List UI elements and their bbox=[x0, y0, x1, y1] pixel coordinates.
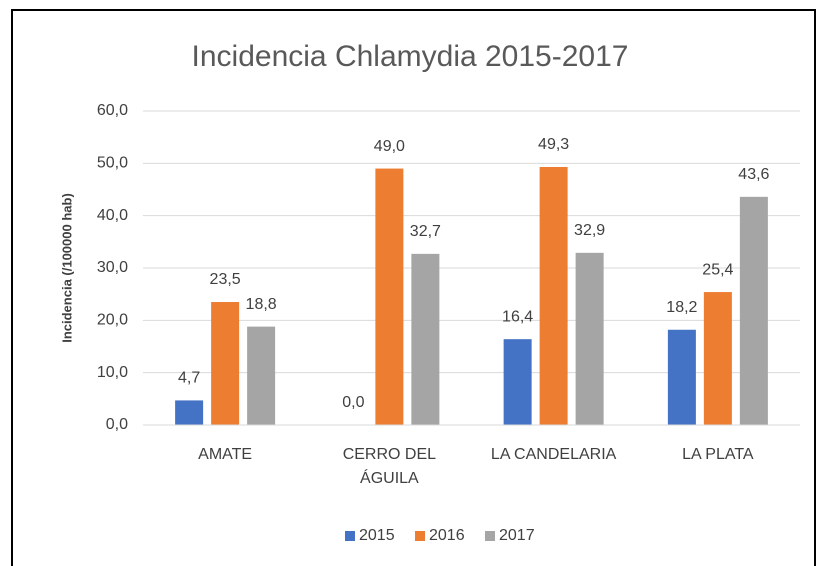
bar bbox=[375, 168, 404, 426]
data-label: 16,4 bbox=[502, 308, 533, 325]
bar bbox=[667, 329, 696, 425]
data-label: 18,8 bbox=[246, 296, 277, 313]
y-tick-label: 60,0 bbox=[97, 102, 128, 119]
legend-label: 2016 bbox=[429, 527, 465, 544]
data-label: 43,6 bbox=[738, 166, 769, 183]
bar bbox=[211, 302, 240, 425]
bar bbox=[539, 166, 568, 425]
y-tick-label: 10,0 bbox=[97, 364, 128, 381]
bar bbox=[739, 196, 768, 425]
bar bbox=[175, 400, 204, 425]
bar bbox=[247, 326, 276, 425]
x-tick-label: LA PLATA bbox=[682, 446, 754, 463]
chart-title: Incidencia Chlamydia 2015-2017 bbox=[192, 40, 629, 73]
data-label: 32,9 bbox=[574, 222, 605, 239]
y-axis-label: Incidencia (/100000 hab) bbox=[59, 193, 74, 343]
legend-swatch bbox=[415, 531, 425, 541]
bar bbox=[411, 253, 440, 425]
y-tick-label: 50,0 bbox=[97, 155, 128, 172]
data-label: 49,3 bbox=[538, 136, 569, 153]
data-label: 0,0 bbox=[342, 394, 364, 411]
legend-label: 2017 bbox=[499, 527, 535, 544]
x-tick-label: LA CANDELARIA bbox=[490, 446, 617, 463]
bar bbox=[575, 252, 604, 425]
bar bbox=[503, 339, 532, 425]
legend-swatch bbox=[345, 531, 355, 541]
data-label: 18,2 bbox=[666, 299, 697, 316]
y-tick-label: 0,0 bbox=[106, 416, 128, 433]
data-label: 25,4 bbox=[702, 261, 733, 278]
data-label: 32,7 bbox=[410, 223, 441, 240]
bar bbox=[703, 292, 732, 425]
y-tick-label: 20,0 bbox=[97, 312, 128, 329]
x-tick-label: CERRO DEL ÁGUILA bbox=[342, 446, 437, 487]
legend-label: 2015 bbox=[359, 527, 395, 544]
data-label: 23,5 bbox=[210, 271, 241, 288]
data-label: 49,0 bbox=[374, 138, 405, 155]
legend-swatch bbox=[485, 531, 495, 541]
x-tick-label: AMATE bbox=[198, 446, 253, 463]
data-label: 4,7 bbox=[178, 370, 200, 387]
y-tick-label: 40,0 bbox=[97, 207, 128, 224]
y-tick-label: 30,0 bbox=[97, 259, 128, 276]
